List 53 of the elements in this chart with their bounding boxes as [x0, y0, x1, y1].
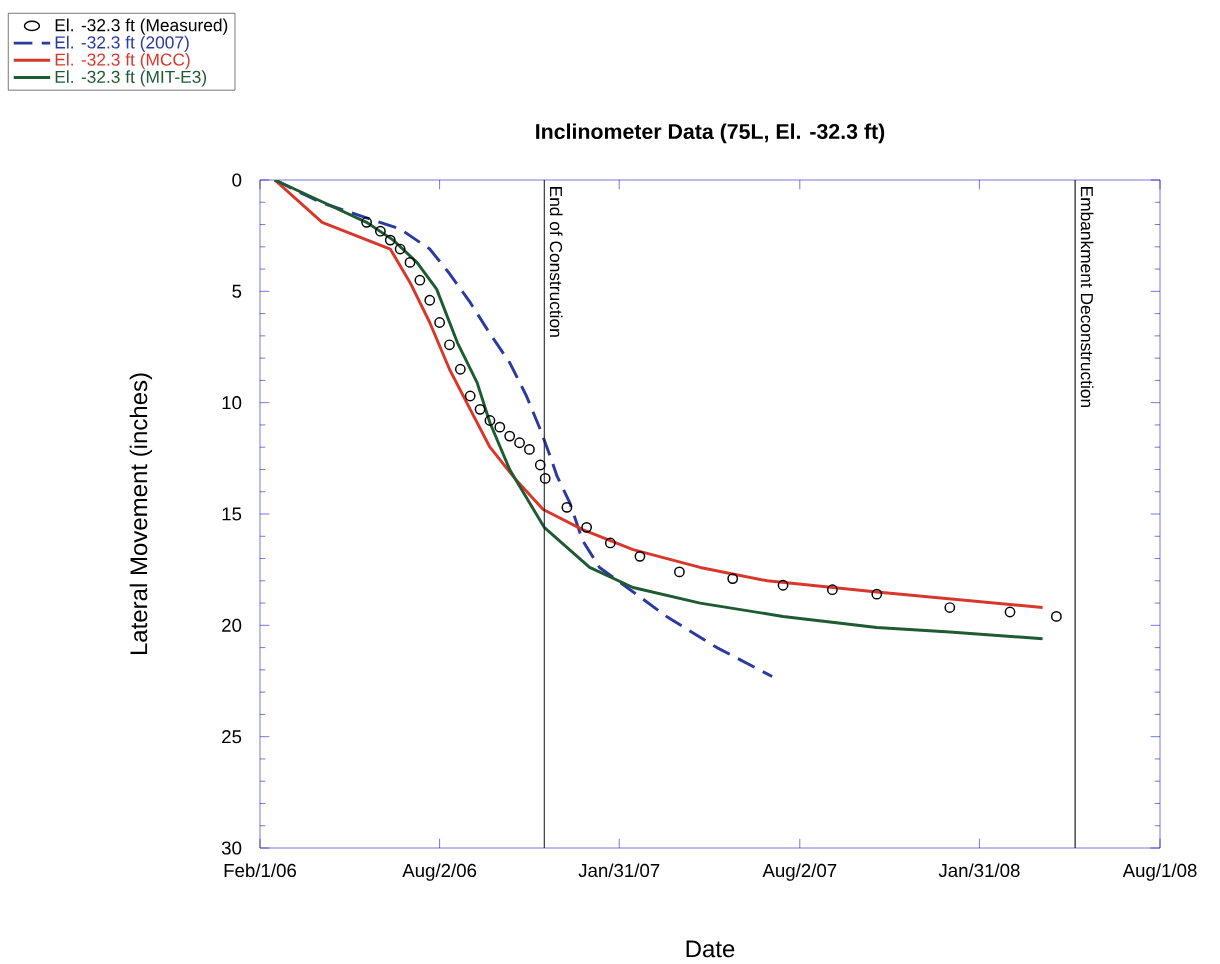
y-tick-label: 15 — [222, 507, 242, 521]
point — [384, 234, 396, 246]
y-tick-label: 0 — [232, 173, 242, 187]
point — [871, 588, 883, 600]
point — [634, 550, 646, 562]
point — [474, 403, 486, 415]
point — [394, 243, 406, 255]
y-tick-label: 10 — [222, 396, 242, 410]
point — [534, 459, 546, 471]
point — [444, 339, 455, 351]
point — [1050, 611, 1062, 622]
point — [424, 294, 436, 306]
point — [374, 225, 386, 237]
x-tick-label: Aug/1/08 — [1122, 863, 1197, 881]
y-axis-title: Lateral Movement (inches) — [129, 373, 153, 655]
point — [674, 566, 685, 578]
point — [539, 472, 551, 484]
x-axis-title: Date — [686, 940, 735, 958]
point — [826, 584, 838, 596]
point — [361, 216, 372, 228]
point — [464, 390, 476, 402]
point — [727, 573, 739, 584]
legend-label: El. -32.3 ft (MCC) — [55, 53, 190, 70]
y-tick-label: 5 — [232, 284, 242, 298]
y-tick-label: 30 — [221, 841, 242, 855]
chart-title: Inclinometer Data (75L, El. -32.3 ft) — [536, 123, 885, 144]
point — [561, 501, 573, 513]
ref-line-label: End of Construction — [549, 187, 563, 337]
point — [1004, 606, 1016, 618]
point — [454, 363, 466, 375]
point — [777, 579, 789, 591]
point — [504, 430, 516, 442]
point — [484, 415, 496, 426]
legend-label: El. -32.3 ft (Measured) — [55, 18, 228, 35]
point — [434, 317, 446, 328]
x-tick-label: Feb/1/06 — [224, 863, 297, 878]
legend-label: El. -32.3 ft (2007) — [55, 35, 189, 52]
point — [944, 602, 956, 613]
point — [524, 444, 535, 455]
x-tick-label: Aug/2/07 — [762, 863, 837, 881]
point — [581, 521, 593, 533]
point — [414, 274, 426, 286]
point — [604, 537, 616, 549]
point — [494, 421, 506, 433]
x-tick-label: Jan/31/08 — [938, 863, 1020, 878]
point — [404, 256, 416, 268]
point — [514, 437, 525, 449]
legend-label: El. -32.3 ft (MIT-E3) — [55, 70, 207, 87]
y-tick-label: 25 — [222, 730, 242, 744]
ref-line-label: Embankment Deconstruction — [1080, 187, 1094, 407]
y-tick-label: 20 — [222, 618, 242, 632]
x-tick-label: Aug/2/06 — [402, 863, 477, 881]
x-tick-label: Jan/31/07 — [578, 863, 660, 878]
